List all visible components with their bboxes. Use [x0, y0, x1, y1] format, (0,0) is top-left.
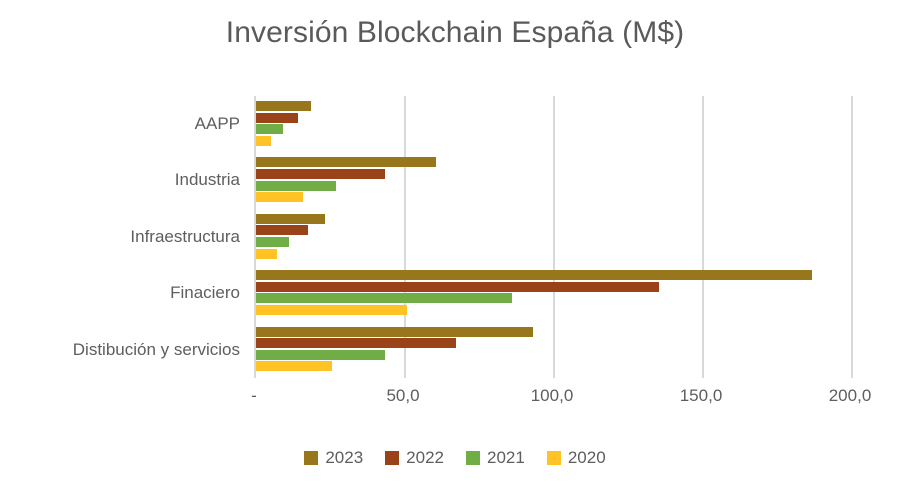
bar-group — [256, 101, 850, 147]
bar-2023-industria[interactable] — [256, 157, 436, 168]
bar-2021-finaciero[interactable] — [256, 293, 512, 304]
legend-label: 2023 — [325, 448, 364, 467]
bar-2023-infraestructura[interactable] — [256, 213, 326, 224]
bar-group — [256, 270, 850, 316]
bar-2022-finaciero[interactable] — [256, 281, 660, 292]
category-row: AAPP — [195, 96, 850, 152]
legend-item-2023[interactable]: 2023 — [304, 448, 363, 468]
category-label: Distibución y servicios — [72, 339, 240, 359]
x-axis-tick-label: 50,0 — [386, 386, 420, 405]
bar-group — [256, 213, 850, 260]
legend-swatch-icon — [385, 451, 400, 465]
bar-2022-distibuci-n-y-servicios[interactable] — [256, 338, 456, 349]
x-axis-tick-label: - — [251, 386, 257, 405]
chart-title: Inversión Blockchain España (M$) — [225, 16, 685, 49]
legend-item-2021[interactable]: 2021 — [466, 448, 525, 468]
gridline-50 — [404, 96, 406, 378]
legend-swatch-icon — [466, 451, 480, 465]
x-axis-tick-label: 200,0 — [828, 386, 872, 405]
bar-2021-aapp[interactable] — [256, 124, 283, 135]
bar-2023-finaciero[interactable] — [256, 270, 812, 281]
bar-2020-infraestructura[interactable] — [256, 248, 277, 259]
chart-legend: 2023 2022 2021 2020 — [0, 448, 910, 468]
bar-2020-distibuci-n-y-servicios[interactable] — [256, 361, 332, 372]
bar-2020-industria[interactable] — [256, 192, 304, 203]
category-label: AAPP — [194, 114, 240, 133]
legend-label: 2020 — [567, 448, 606, 467]
bar-2023-distibuci-n-y-servicios[interactable] — [256, 326, 533, 337]
gridline-100 — [553, 96, 555, 378]
x-axis-labels: - 50,0 100,0 150,0 200,0 — [0, 386, 910, 418]
bar-2021-industria[interactable] — [256, 180, 336, 191]
bar-2022-industria[interactable] — [256, 168, 385, 179]
category-label: Industria — [174, 170, 240, 190]
bar-group — [256, 326, 850, 373]
legend-swatch-icon — [304, 451, 319, 465]
bar-2022-infraestructura[interactable] — [256, 225, 309, 236]
legend-item-2022[interactable]: 2022 — [385, 448, 444, 468]
x-axis-tick-label: 150,0 — [679, 386, 723, 405]
bar-2021-infraestructura[interactable] — [256, 236, 289, 247]
category-row: Finaciero — [170, 265, 850, 321]
category-row: Infraestructura — [130, 209, 850, 265]
bar-2023-aapp[interactable] — [256, 101, 312, 111]
bar-2020-finaciero[interactable] — [256, 304, 408, 315]
legend-swatch-icon — [546, 451, 561, 465]
category-label: Finaciero — [170, 283, 240, 303]
bar-2022-aapp[interactable] — [256, 112, 298, 123]
bar-2020-aapp[interactable] — [256, 135, 272, 146]
category-row: Distibución y servicios — [73, 322, 850, 378]
legend-item-2020[interactable]: 2020 — [546, 448, 606, 468]
plot-area: AAPP Industria Infraestructura Finaciero Dis… — [73, 96, 853, 378]
bar-group — [256, 157, 850, 203]
legend-label: 2022 — [406, 448, 444, 467]
gridline-200 — [851, 96, 853, 378]
legend-label: 2021 — [487, 448, 525, 467]
gridline-150 — [702, 96, 704, 378]
category-row: Industria — [175, 152, 850, 208]
bar-2021-distibuci-n-y-servicios[interactable] — [256, 349, 386, 360]
category-label: Infraestructura — [130, 226, 240, 246]
x-axis-tick-label: 100,0 — [530, 386, 574, 405]
